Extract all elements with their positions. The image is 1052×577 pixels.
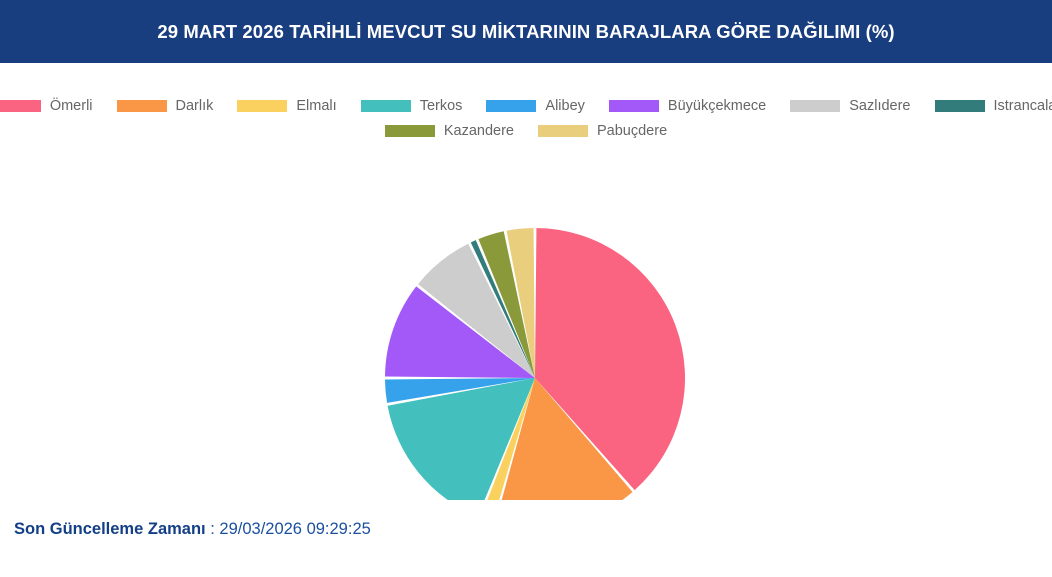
pie-slice-ömerli[interactable]: [535, 228, 685, 491]
legend-swatch-icon: [538, 125, 588, 137]
legend-item-pabuçdere[interactable]: Pabuçdere: [538, 123, 667, 139]
legend-item-ömerli[interactable]: Ömerli: [0, 98, 93, 114]
pie-slice-darlık[interactable]: [496, 378, 633, 500]
legend-item-label: Istrancalar: [993, 98, 1052, 114]
last-update-value: 29/03/2026 09:29:25: [219, 520, 371, 538]
last-update-line: Son Güncelleme Zamanı : 29/03/2026 09:29…: [14, 520, 371, 539]
legend-item-label: Büyükçekmece: [667, 98, 767, 114]
legend-row-1: Ömerli Darlık Elmalı Terkos Alibey Büyükçekme…: [0, 98, 1052, 114]
pie-slice-istrancalar[interactable]: [470, 240, 535, 378]
last-update-label: Son Güncelleme Zamanı: [14, 520, 206, 538]
pie-slice-kazandere[interactable]: [478, 231, 535, 378]
legend-swatch-icon: [608, 100, 659, 112]
legend-item-label: Kazandere: [443, 123, 514, 139]
legend-item-darlık[interactable]: Darlık: [116, 98, 214, 114]
pie-slice-terkos[interactable]: [387, 378, 535, 500]
legend-item-elmalı[interactable]: Elmalı: [237, 98, 337, 114]
pie-slice-elmalı[interactable]: [480, 378, 535, 500]
legend-item-büyükçekmece[interactable]: Büyükçekmece: [608, 98, 767, 114]
pie-slice-group: [385, 228, 685, 500]
header-bar: 29 MART 2026 TARİHLİ MEVCUT SU MİKTARINI…: [0, 0, 1052, 63]
legend-item-label: Ömerli: [49, 98, 93, 114]
legend-swatch-icon: [116, 100, 167, 112]
legend-item-istrancalar[interactable]: Istrancalar: [934, 98, 1052, 114]
legend-swatch-icon: [0, 100, 41, 112]
page-title: 29 MART 2026 TARİHLİ MEVCUT SU MİKTARINI…: [157, 20, 895, 42]
legend-item-label: Pabuçdere: [597, 123, 668, 139]
legend-item-alibey[interactable]: Alibey: [486, 98, 585, 114]
chart-card: Ömerli Darlık Elmalı Terkos Alibey Büyükçekme…: [0, 63, 1052, 500]
legend-swatch-icon: [237, 100, 288, 112]
pie-slice-pabuçdere[interactable]: [506, 228, 535, 378]
legend-swatch-icon: [486, 100, 537, 112]
legend-item-label: Alibey: [545, 98, 585, 114]
legend-swatch-icon: [790, 100, 841, 112]
legend-swatch-icon: [360, 100, 411, 112]
legend-row-2: Kazandere Pabuçdere: [0, 123, 1052, 139]
legend-item-label: Elmalı: [296, 98, 337, 114]
chart-legend: Ömerli Darlık Elmalı Terkos Alibey Büyükçekme…: [0, 98, 1052, 139]
pie-slice-alibey[interactable]: [385, 378, 535, 403]
legend-item-label: Darlık: [175, 98, 214, 114]
legend-item-terkos[interactable]: Terkos: [360, 98, 463, 114]
legend-item-kazandere[interactable]: Kazandere: [384, 123, 514, 139]
last-update-separator: :: [205, 520, 220, 538]
legend-item-sazlıdere[interactable]: Sazlıdere: [790, 98, 911, 114]
legend-swatch-icon: [384, 125, 435, 137]
pie-slice-büyükçekmece[interactable]: [385, 286, 535, 378]
legend-item-label: Terkos: [419, 98, 463, 114]
pie-slice-sazlıdere[interactable]: [418, 243, 535, 378]
legend-item-label: Sazlıdere: [849, 98, 911, 114]
legend-swatch-icon: [934, 100, 985, 112]
